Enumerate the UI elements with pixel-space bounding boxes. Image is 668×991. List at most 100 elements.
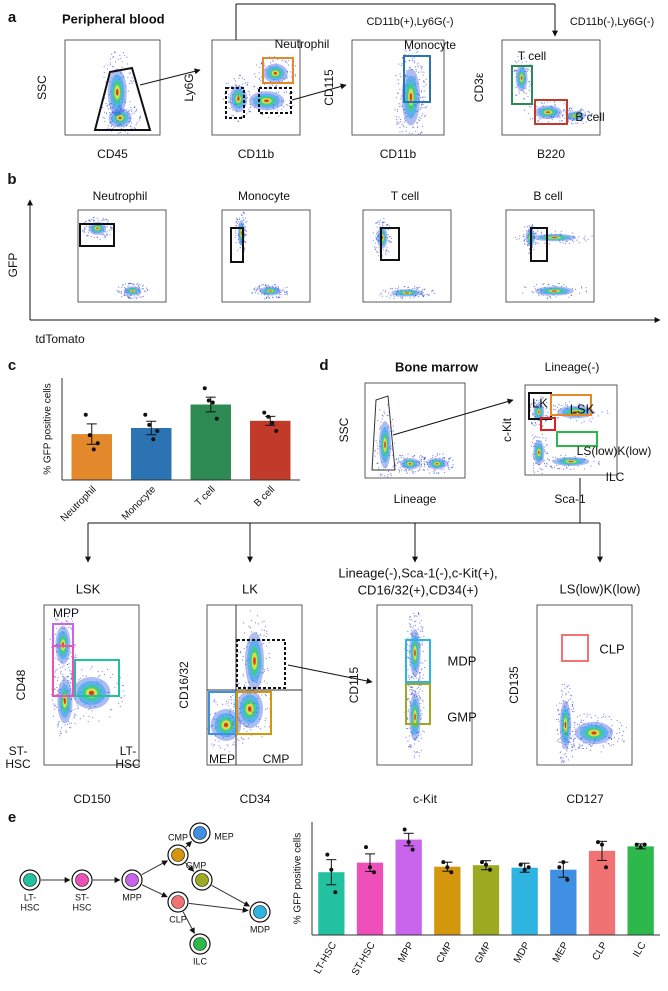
event-dot [583,459,585,461]
event-dot [252,98,254,100]
event-dot [126,63,128,65]
event-dot [68,657,70,660]
event-dot [540,231,543,233]
event-dot [569,239,572,241]
event-dot [107,127,109,129]
event-dot [131,113,133,115]
event-dot [435,472,438,474]
panel-title: Bone marrow [395,359,479,374]
event-dot [390,473,392,475]
event-dot [106,691,108,694]
event-dot [421,125,424,128]
event-dot [247,723,250,726]
event-dot [416,64,419,66]
event-dot [403,126,405,128]
event-dot [240,214,243,216]
event-dot [222,703,224,705]
event-dot [409,619,411,621]
event-dot [544,287,546,289]
event-dot [287,104,289,106]
event-dot [561,759,563,761]
event-dot [551,467,553,469]
event-dot [249,610,252,612]
event-dot [533,235,535,238]
event-dot [417,692,419,695]
event-dot [565,692,567,694]
event-dot [405,126,407,128]
event-dot [260,288,262,290]
event-dot [578,403,581,405]
event-dot [560,731,562,733]
event-dot [563,457,565,459]
event-dot [66,690,68,693]
event-dot [130,297,132,299]
event-dot [387,223,389,225]
event-dot [109,103,111,105]
event-dot [399,127,401,129]
event-dot [257,623,260,625]
event-dot [419,96,422,99]
event-dot [239,223,241,225]
event-dot [61,666,64,668]
event-dot [420,717,423,719]
event-dot [250,729,252,731]
event-dot [226,744,228,746]
event-dot [590,113,593,115]
event-dot [49,638,51,640]
event-dot [135,286,137,288]
event-dot [121,286,123,289]
event-dot [381,414,383,416]
event-dot [118,111,121,113]
event-dot [58,720,60,723]
gate-header: Lineage(-) [545,360,600,374]
event-dot [387,234,389,236]
event-dot [528,228,530,230]
event-dot [554,230,556,232]
event-dot [264,708,267,710]
event-dot [532,229,534,231]
event-dot [63,679,65,681]
event-dot [546,414,548,417]
event-dot [395,118,398,120]
event-dot [62,677,65,679]
gate-label: B cell [575,110,604,124]
event-dot [376,250,378,253]
event-dot [543,459,545,461]
event-dot [418,133,420,135]
event-dot [268,285,270,287]
gate-label: Neutrophil [275,37,330,51]
event-dot [410,676,413,678]
event-dot [528,226,531,228]
event-dot [572,123,574,125]
event-dot [422,469,424,471]
density-blob [264,99,270,103]
event-dot [70,710,72,712]
event-dot [90,218,93,220]
event-dot [67,621,69,623]
event-dot [256,707,258,709]
event-dot [396,110,398,113]
event-dot [83,231,85,233]
event-dot [133,283,135,285]
event-dot [407,637,409,639]
event-dot [240,115,243,117]
event-dot [594,412,596,414]
event-dot [560,761,562,764]
event-dot [423,81,425,83]
event-dot [515,87,517,89]
density-blob [414,713,416,721]
y-axis-label: CD16/32 [177,661,191,709]
density-blob [63,697,66,705]
event-dot [280,100,282,102]
event-dot [88,229,90,232]
event-dot [241,659,244,661]
event-dot [239,75,242,77]
event-dot [522,292,524,294]
event-dot [567,720,569,722]
event-dot [264,669,266,671]
event-dot [399,455,401,457]
event-dot [258,66,261,69]
event-dot [244,241,247,243]
event-dot [280,293,282,296]
event-dot [106,219,108,221]
